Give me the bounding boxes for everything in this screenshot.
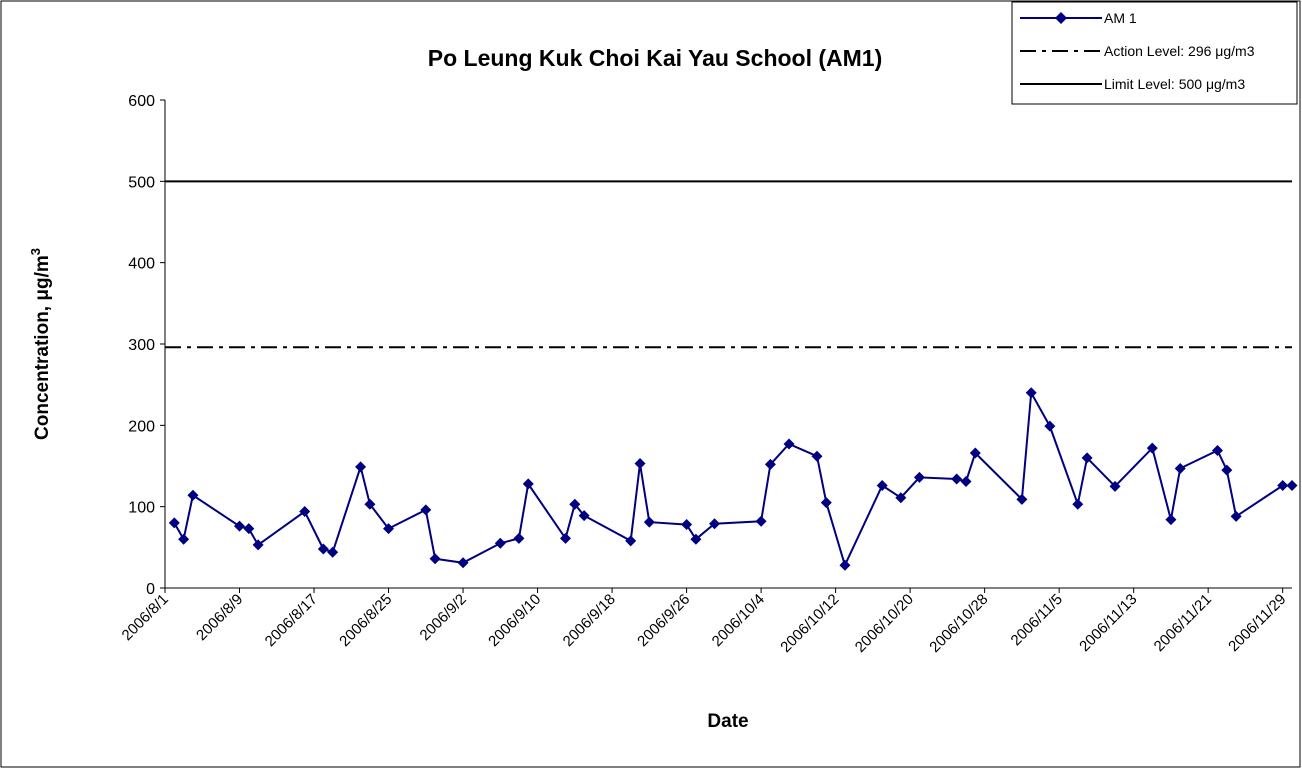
data-point (634, 458, 646, 470)
y-tick-label: 300 (128, 337, 155, 354)
data-point (494, 537, 506, 549)
data-point (895, 492, 907, 504)
legend-label: Limit Level: 500 μg/m3 (1104, 76, 1245, 92)
data-point (1025, 387, 1037, 399)
data-point (569, 498, 581, 510)
data-point (560, 532, 572, 544)
data-point (643, 516, 655, 528)
data-point (522, 478, 534, 490)
data-point (951, 473, 963, 485)
y-tick-label: 600 (128, 93, 155, 110)
data-point (625, 535, 637, 547)
data-point (457, 557, 469, 569)
data-point (690, 533, 702, 545)
data-point (178, 533, 190, 545)
data-point (1230, 510, 1242, 522)
legend: AM 1 Action Level: 296 μg/m3 Limit Level: … (1011, 1, 1298, 105)
data-point (420, 504, 432, 516)
data-point (811, 450, 823, 462)
data-point (913, 471, 925, 483)
data-point (243, 523, 255, 535)
data-point (1044, 420, 1056, 432)
data-point (234, 520, 246, 532)
data-point (820, 497, 832, 509)
data-point (364, 498, 376, 510)
data-point (187, 489, 199, 501)
y-axis-label: Concentration, μg/m3 (28, 248, 53, 440)
data-point (429, 553, 441, 565)
data-point (327, 546, 339, 558)
data-point (317, 543, 329, 555)
data-point (1211, 445, 1223, 457)
data-point (876, 480, 888, 492)
legend-label: AM 1 (1104, 10, 1137, 26)
data-point (1081, 452, 1093, 464)
chart-title: Po Leung Kuk Choi Kai Yau School (AM1) (428, 45, 883, 71)
data-point (1165, 514, 1177, 526)
data-point (513, 532, 525, 544)
data-point (1221, 464, 1233, 476)
data-point (1146, 442, 1158, 454)
y-tick-label: 500 (128, 174, 155, 191)
data-point (1072, 498, 1084, 510)
data-point (783, 438, 795, 450)
data-point (1286, 480, 1298, 492)
data-point (355, 461, 367, 473)
data-point (252, 539, 264, 551)
data-point (755, 515, 767, 527)
data-point (299, 506, 311, 518)
data-point (1277, 480, 1289, 492)
data-point (764, 458, 776, 470)
y-tick-label: 200 (128, 418, 155, 435)
y-axis-label-text: Concentration, μg/m (32, 255, 53, 440)
y-axis-label-superscript: 3 (28, 248, 43, 255)
data-point (681, 519, 693, 531)
data-point (168, 517, 180, 529)
data-point (1174, 462, 1186, 474)
data-point (578, 510, 590, 522)
data-point (383, 523, 395, 535)
data-point (1109, 480, 1121, 492)
data-point (969, 447, 981, 459)
data-point (1016, 493, 1028, 505)
legend-marker (1055, 12, 1067, 24)
y-tick-label: 100 (128, 500, 155, 517)
x-axis-label: Date (707, 711, 748, 732)
data-point (839, 559, 851, 571)
data-point (960, 475, 972, 487)
legend-label: Action Level: 296 μg/m3 (1104, 43, 1255, 59)
data-point (709, 518, 721, 530)
y-tick-label: 0 (146, 581, 155, 598)
y-tick-label: 400 (128, 256, 155, 273)
